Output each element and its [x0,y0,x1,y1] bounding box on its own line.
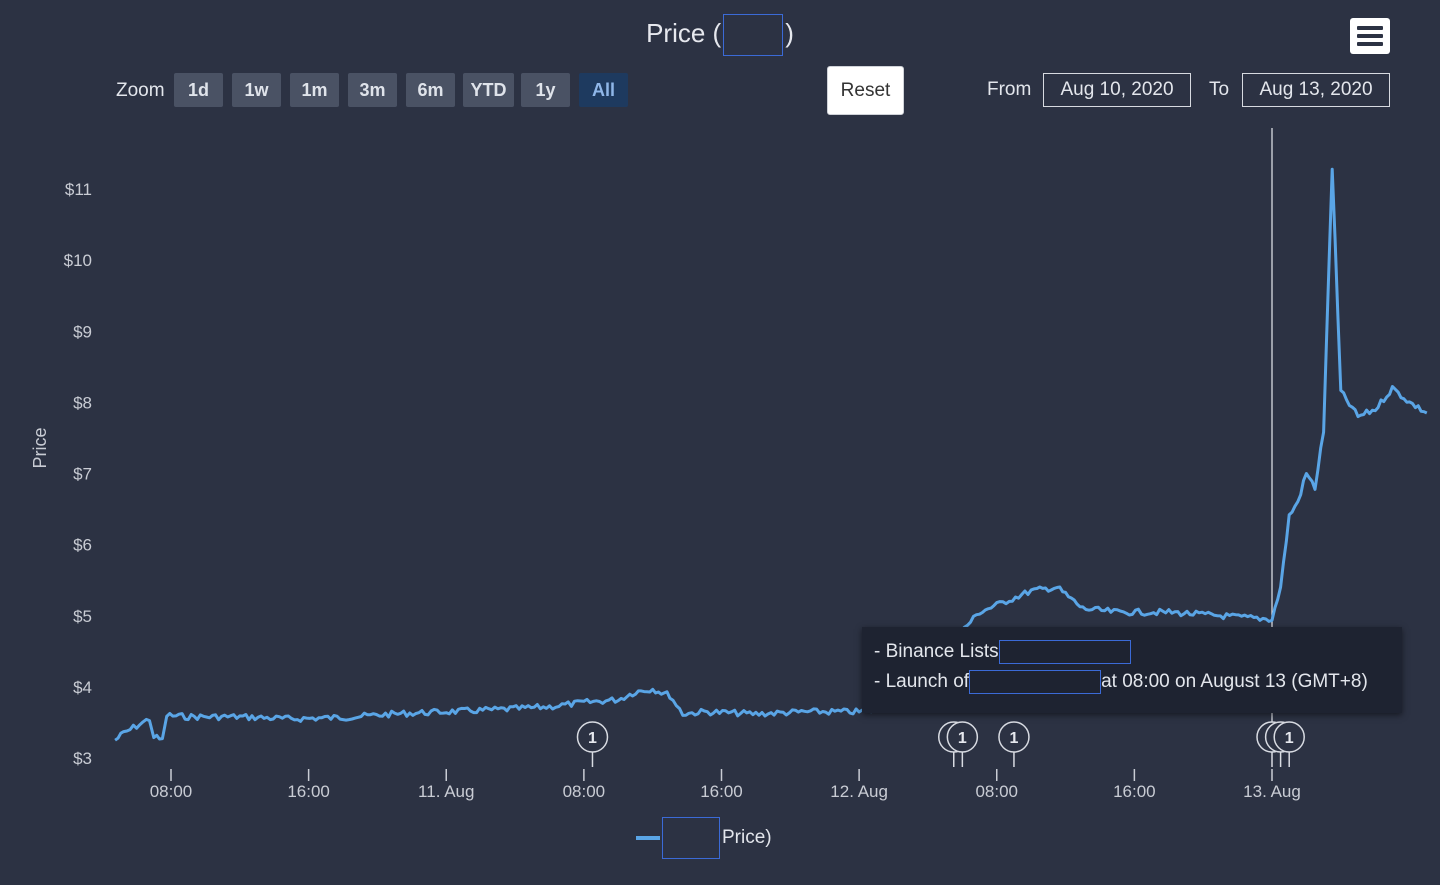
y-tick-label: $5 [73,607,92,626]
tooltip-redaction-2 [969,669,1102,694]
event-flag[interactable]: 1 [576,721,609,767]
x-tick-label: 08:00 [150,782,193,801]
zoom-button-1m[interactable]: 1m [290,73,339,107]
y-tick-label: $4 [73,678,92,697]
y-tick-label: $7 [73,465,92,484]
from-label: From [987,79,1032,100]
x-tick-label: 16:00 [287,782,330,801]
hamburger-icon[interactable] [1350,18,1390,54]
y-tick-label: $6 [73,536,92,555]
event-flag-label: 1 [1285,730,1294,747]
event-flag[interactable]: 1 [998,721,1030,767]
event-flag-label: 1 [588,730,597,747]
tooltip-line1: - Binance Lists [874,641,999,662]
x-tick-label: 16:00 [700,782,743,801]
y-tick-label: $9 [73,322,92,341]
zoom-label: Zoom [116,80,165,101]
zoom-button-6m[interactable]: 6m [406,73,455,107]
legend-item[interactable]: Price) [636,816,772,860]
from-date-input[interactable] [1043,73,1191,107]
y-tick-label: $3 [73,749,92,768]
zoom-button-1w[interactable]: 1w [232,73,281,107]
title-redaction [723,14,784,56]
price-series-line[interactable] [114,167,1428,742]
to-label: To [1209,79,1230,100]
zoom-button-1d[interactable]: 1d [174,73,223,107]
tooltip-line2-suffix: at 08:00 on August 13 (GMT+8) [1101,671,1368,692]
chart-title: Price () [0,14,1440,56]
y-axis-label: Price [30,427,50,468]
x-tick-label: 16:00 [1113,782,1156,801]
title-suffix: ) [785,17,794,48]
legend-redaction [662,817,720,859]
event-tooltip: - Binance Lists - Launch of at 08:00 on A… [862,627,1402,713]
zoom-button-ytd[interactable]: YTD [463,73,514,107]
x-tick-label: 08:00 [975,782,1018,801]
title-prefix: Price ( [646,17,722,48]
event-flag-label: 1 [958,730,967,747]
x-tick-label: 11. Aug [418,782,474,801]
y-tick-label: $11 [65,180,92,199]
x-tick-label: 08:00 [563,782,606,801]
x-tick-label: 12. Aug [830,782,888,801]
reset-button[interactable]: Reset [827,66,904,115]
legend-label: Price) [722,827,772,848]
event-flag-label: 1 [1010,730,1019,747]
y-tick-label: $10 [64,251,92,270]
to-date-input[interactable] [1242,73,1390,107]
legend-swatch [636,836,660,840]
zoom-button-all[interactable]: All [579,73,628,107]
zoom-button-3m[interactable]: 3m [348,73,397,107]
tooltip-redaction-1 [998,639,1131,664]
zoom-button-1y[interactable]: 1y [521,73,570,107]
event-flag[interactable]: 1 [946,721,979,767]
event-flag[interactable]: 1 [1273,721,1305,767]
tooltip-line2-prefix: - Launch of [874,671,970,692]
x-tick-label: 13. Aug [1243,782,1301,801]
y-tick-label: $8 [73,393,92,412]
